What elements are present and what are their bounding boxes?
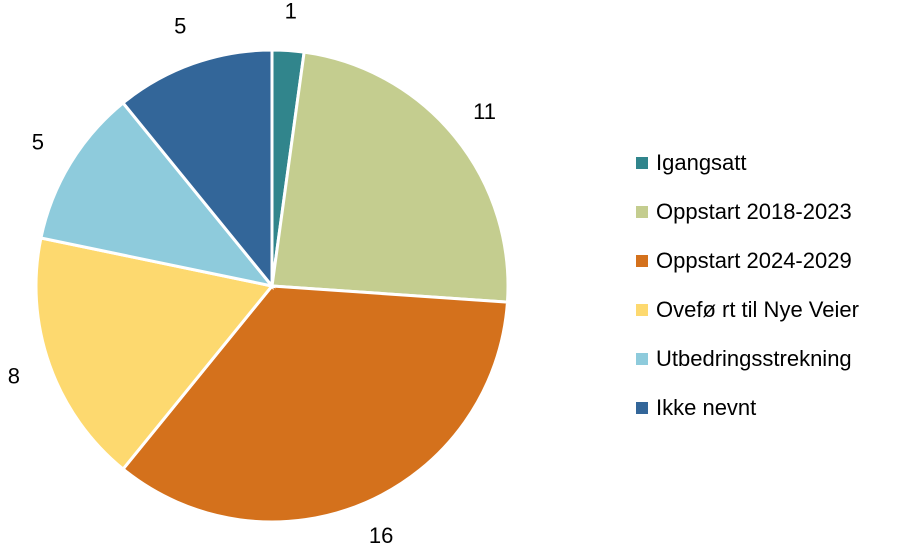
legend-swatch: [636, 353, 648, 365]
legend-label: Ovefø rt til Nye Veier: [656, 297, 859, 322]
pie-slice: [270, 50, 510, 304]
pie-slice: [34, 236, 275, 472]
legend-swatch: [636, 304, 648, 316]
data-label: 5: [32, 129, 44, 154]
data-label: 11: [473, 99, 496, 124]
legend-swatch: [636, 255, 648, 267]
pie-slice: [120, 48, 274, 291]
data-label: 16: [369, 523, 393, 546]
legend-label: Oppstart 2024-2029: [656, 248, 852, 273]
legend-label: Ikke nevnt: [656, 395, 756, 420]
pie-slice: [39, 100, 276, 289]
legend-swatch: [636, 157, 648, 169]
legend-swatch: [636, 206, 648, 218]
legend-label: Utbedringsstrekning: [656, 346, 852, 371]
legend-label: Igangsatt: [656, 150, 747, 175]
data-label: 8: [8, 364, 20, 389]
legend-label: Oppstart 2018-2023: [656, 199, 852, 224]
pie-slice: [120, 284, 510, 524]
data-label: 1: [285, 0, 297, 23]
legend-swatch: [636, 402, 648, 414]
data-label: 5: [174, 14, 186, 39]
